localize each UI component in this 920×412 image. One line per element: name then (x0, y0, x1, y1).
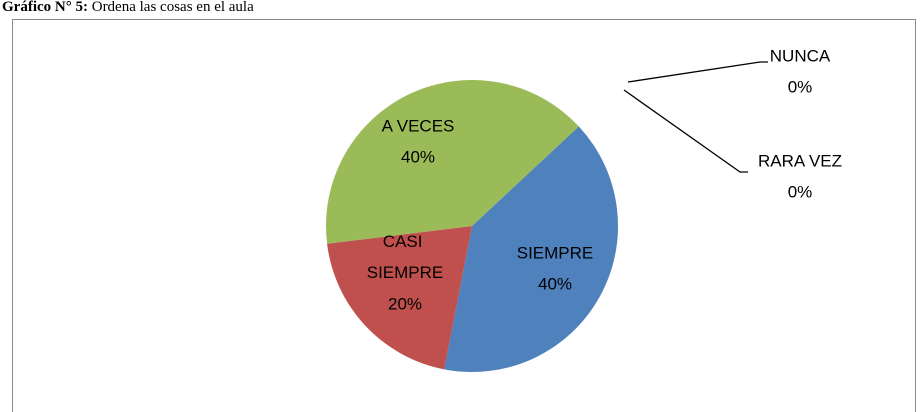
title-prefix: Gráfico N° 5: (2, 0, 88, 15)
pie-slice (444, 126, 618, 372)
leader-line (627, 61, 768, 83)
chart-title: Gráfico N° 5: Ordena las cosas en el aul… (2, 0, 254, 15)
value-label: 40% (538, 274, 572, 293)
category-label: NUNCA (770, 46, 831, 65)
title-text: Ordena las cosas en el aula (92, 0, 254, 15)
category-label: CASI SIEMPRE (367, 232, 444, 282)
value-label: 20% (388, 294, 422, 313)
category-label: A VECES (382, 116, 455, 135)
value-label: 40% (401, 147, 435, 166)
category-label: RARA VEZ (758, 151, 842, 170)
label-line: SIEMPRE (367, 263, 444, 282)
leader-line (623, 89, 748, 173)
value-label: 0% (788, 182, 813, 201)
value-label: 0% (788, 77, 813, 96)
category-label: SIEMPRE (517, 243, 594, 262)
label-line: CASI (383, 232, 427, 251)
pie-slice (327, 226, 472, 370)
pie-slice (326, 79, 579, 244)
